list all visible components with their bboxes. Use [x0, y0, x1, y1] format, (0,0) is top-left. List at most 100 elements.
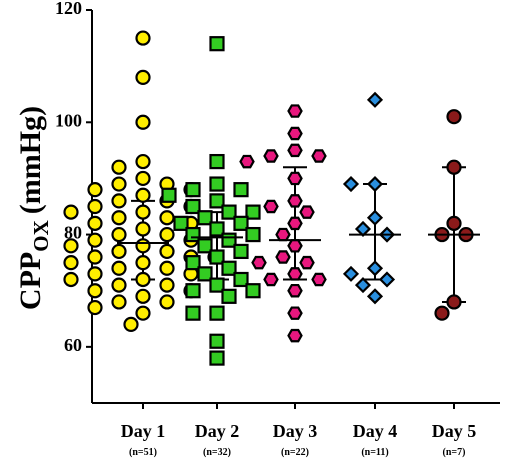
point	[87, 215, 103, 231]
point	[111, 243, 127, 260]
y-label-sub: OX	[29, 220, 53, 252]
point	[209, 193, 225, 209]
point	[185, 255, 201, 271]
y-tick-label: 80	[64, 223, 82, 243]
x-tick-label: Day 1	[121, 421, 166, 441]
point	[251, 255, 267, 270]
point	[111, 260, 127, 276]
x-tick-label: Day 5	[432, 421, 477, 441]
point	[221, 260, 237, 276]
point	[446, 109, 462, 125]
point	[342, 265, 360, 282]
point	[135, 69, 151, 85]
point	[111, 277, 127, 293]
n-label: (n=51)	[129, 447, 157, 458]
point	[135, 288, 151, 304]
point	[233, 182, 249, 198]
point	[87, 249, 103, 265]
point	[87, 283, 103, 299]
point	[185, 198, 201, 215]
point	[233, 215, 249, 231]
point	[221, 288, 237, 304]
point	[185, 283, 201, 299]
point	[209, 221, 225, 237]
point	[378, 271, 396, 288]
n-label: (n=11)	[361, 447, 388, 458]
point	[366, 260, 384, 277]
point	[342, 175, 360, 193]
point	[111, 294, 127, 310]
point	[123, 316, 139, 332]
point	[245, 283, 261, 299]
n-label: (n=7)	[443, 447, 466, 458]
point	[63, 255, 79, 271]
point	[287, 194, 303, 208]
point	[434, 305, 450, 321]
point	[287, 171, 303, 186]
point	[366, 209, 384, 226]
point	[87, 198, 103, 215]
point	[87, 266, 103, 282]
point	[366, 288, 384, 305]
point	[287, 306, 303, 320]
point	[287, 283, 303, 298]
point	[135, 271, 151, 288]
point	[366, 175, 384, 193]
point	[311, 272, 327, 287]
y-label-main: CPP	[14, 252, 47, 310]
point	[233, 271, 249, 288]
point	[263, 272, 279, 287]
point	[87, 232, 103, 248]
point	[287, 267, 303, 281]
point	[275, 250, 291, 264]
point	[287, 328, 303, 343]
point	[159, 226, 175, 243]
point	[111, 226, 127, 243]
point	[87, 299, 103, 316]
point	[197, 210, 213, 226]
point	[263, 149, 279, 163]
point	[135, 30, 151, 46]
point	[135, 187, 151, 203]
point	[366, 91, 384, 108]
point	[111, 159, 127, 175]
point	[245, 204, 261, 220]
point	[287, 239, 303, 253]
point	[209, 36, 225, 52]
point	[299, 205, 315, 219]
point	[135, 153, 151, 170]
point	[111, 176, 127, 192]
point	[185, 305, 201, 321]
point	[173, 215, 189, 231]
point	[239, 154, 255, 169]
point	[159, 260, 175, 276]
point	[111, 193, 127, 209]
point	[197, 238, 213, 254]
point	[135, 305, 151, 321]
n-label: (n=32)	[203, 447, 231, 458]
point	[209, 176, 225, 192]
point	[135, 238, 151, 254]
x-tick-label: Day 4	[353, 421, 398, 441]
point	[209, 333, 225, 349]
point	[311, 149, 327, 163]
point	[63, 204, 79, 220]
point	[135, 114, 151, 130]
point	[135, 221, 151, 237]
point	[159, 243, 175, 260]
point	[161, 187, 177, 203]
point	[135, 204, 151, 220]
point	[287, 126, 303, 141]
point	[209, 153, 225, 170]
point	[446, 294, 462, 310]
point	[185, 182, 201, 198]
point	[87, 182, 103, 198]
y-tick-label: 100	[55, 110, 82, 130]
point	[221, 204, 237, 220]
y-tick-label: 120	[55, 0, 82, 18]
point	[287, 104, 303, 118]
x-tick-label: Day 3	[273, 421, 318, 441]
point	[263, 199, 279, 214]
x-tick-label: Day 2	[195, 421, 240, 441]
